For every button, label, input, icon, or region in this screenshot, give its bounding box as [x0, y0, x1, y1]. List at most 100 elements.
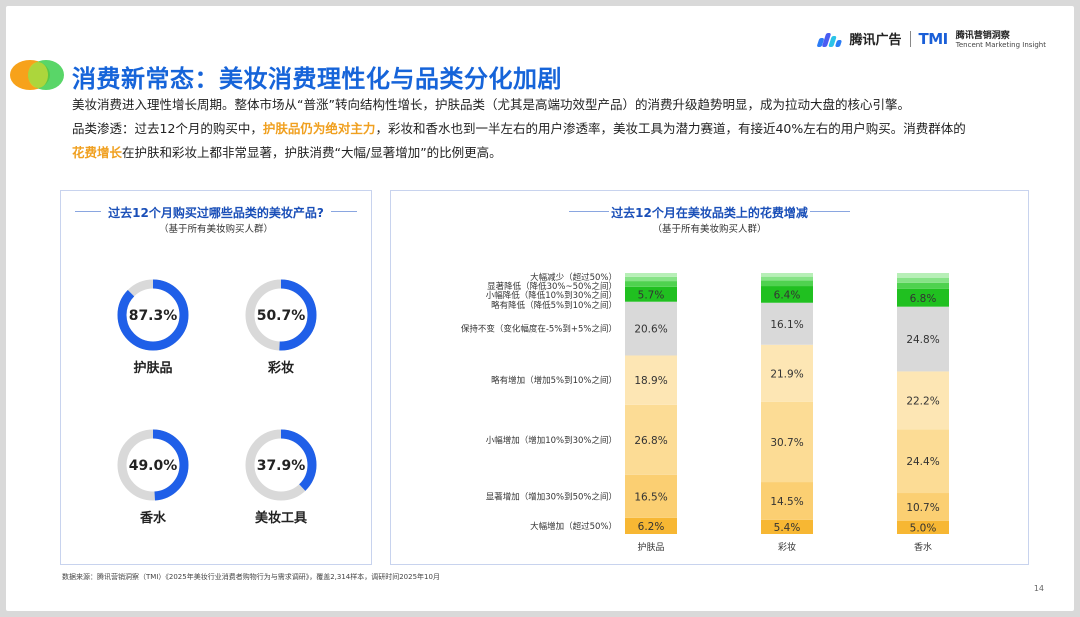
bar-segment — [625, 281, 677, 287]
bar-segment — [897, 520, 949, 534]
brand-name: 腾讯广告 — [849, 33, 902, 48]
bar-value-label: 6.4% — [774, 289, 801, 301]
right-panel-subtitle: （基于所有美妆购买人群） — [652, 224, 767, 235]
bar-segment — [897, 429, 949, 494]
bar-segment — [897, 282, 949, 289]
bar-segment — [761, 519, 813, 534]
x-tick-label: 香水 — [914, 541, 932, 553]
bar-value-label: 26.8% — [634, 435, 667, 447]
series-label: 小幅增加（增加10%到30%之间） — [486, 435, 617, 446]
page-title: 消费新常态：美妆消费理性化与品类分化加剧 — [72, 65, 562, 93]
bar-segment — [761, 302, 813, 345]
bar-value-label: 24.8% — [906, 334, 939, 346]
left-panel-title: 过去12个月购买过哪些品类的美妆产品? — [108, 206, 324, 220]
bar-segment — [625, 301, 677, 356]
bar-value-label: 14.5% — [770, 496, 803, 508]
bar-segment — [625, 273, 677, 277]
series-label: 略有降低（降低5%到10%之间） — [491, 300, 617, 311]
bar-value-label: 5.4% — [774, 522, 801, 534]
paragraph-2: 品类渗透：过去12个月的购买中，护肤品仍为绝对主力，彩妆和香水也到一半左右的用户… — [72, 119, 966, 139]
tmi-logo: TMI — [918, 29, 949, 48]
title-rule-left — [569, 211, 609, 212]
bar-segment — [761, 273, 813, 277]
logo-area: 腾讯广告 TMI 腾讯营销洞察 Tencent Marketing Insigh… — [816, 28, 1046, 49]
bar-segment — [761, 401, 813, 483]
donut-arc — [117, 429, 189, 501]
donut-arc — [245, 279, 317, 351]
title-rule-right — [810, 211, 850, 212]
bar-segment — [761, 482, 813, 520]
bar-value-label: 5.7% — [638, 289, 665, 301]
title-decoration-icon — [10, 60, 64, 90]
donut-0: 87.3% 护肤品 — [117, 279, 189, 376]
bar-value-label: 16.1% — [770, 319, 803, 331]
title-rule-left — [75, 211, 101, 212]
x-tick-label: 彩妆 — [778, 541, 796, 553]
bar-value-label: 6.2% — [638, 521, 665, 533]
bar-value-label: 18.9% — [634, 375, 667, 387]
bar-value-label: 16.5% — [634, 491, 667, 503]
bar-value-label: 20.6% — [634, 324, 667, 336]
donut-3: 37.9% 美妆工具 — [245, 429, 317, 526]
donut-1: 50.7% 彩妆 — [245, 279, 317, 376]
donut-category-label: 彩妆 — [267, 360, 294, 376]
bar-value-label: 22.2% — [906, 395, 939, 407]
paragraph-2-highlight: 护肤品仍为绝对主力 — [262, 121, 376, 136]
bar-segment — [761, 344, 813, 402]
series-label: 小幅降低（降低10%到30%之间） — [486, 290, 617, 301]
donut-category-label: 香水 — [139, 510, 167, 526]
logo-divider — [909, 30, 911, 47]
tmi-name-block: 腾讯营销洞察 Tencent Marketing Insight — [956, 28, 1046, 49]
category-penetration-panel: 过去12个月购买过哪些品类的美妆产品? （基于所有美妆购买人群） 87.3% 护肤… — [60, 190, 372, 565]
donut-value: 87.3% — [129, 308, 178, 324]
x-tick-label: 护肤品 — [637, 541, 664, 553]
slide: 腾讯广告 TMI 腾讯营销洞察 Tencent Marketing Insigh… — [6, 6, 1074, 611]
paragraph-2-text-b: ，彩妆和香水也到一半左右的用户渗透率，美妆工具为潜力赛道，有接近40%左右的用户… — [375, 121, 966, 136]
donut-charts: 87.3% 护肤品 50.7% 彩妆 49.0% 香水 37.9% 美妆工具 — [117, 279, 317, 526]
series-label: 显著降低（降低30%~50%之间） — [487, 281, 617, 292]
bar-value-label: 5.0% — [910, 522, 937, 534]
right-panel-title: 过去12个月在美妆品类上的花费增减 — [611, 206, 808, 220]
bar-segment — [897, 371, 949, 430]
bar-segment — [625, 404, 677, 475]
series-label: 大幅减少（超过50%） — [530, 272, 617, 283]
tmi-name: 腾讯营销洞察 — [955, 31, 1010, 41]
spending-change-panel: 过去12个月在美妆品类上的花费增减 （基于所有美妆购买人群） 6.2% 16.5%… — [390, 190, 1029, 565]
page-number: 14 — [1033, 584, 1044, 593]
bar-value-label: 6.8% — [910, 293, 937, 305]
series-label: 显著增加（增加30%到50%之间） — [486, 491, 617, 502]
paragraph-2-text-a: 品类渗透：过去12个月的购买中， — [72, 121, 263, 136]
bar-value-label: 24.4% — [906, 456, 939, 468]
paragraph-3-highlight: 花费增长 — [72, 145, 123, 160]
tmi-subname: Tencent Marketing Insight — [955, 41, 1046, 49]
bar-segment — [625, 276, 677, 282]
paragraph-3-text: 在护肤和彩妆上都非常显著，护肤消费“大幅/显著增加”的比例更高。 — [122, 145, 502, 160]
bar-segment — [625, 286, 677, 302]
tencent-ads-logo-icon — [816, 31, 842, 47]
bar-segment — [897, 493, 949, 521]
bar-segment — [897, 288, 949, 307]
bar-segment — [625, 474, 677, 518]
bar-segment — [897, 273, 949, 278]
bar-segment — [897, 306, 949, 372]
bar-segment — [897, 277, 949, 283]
series-label: 略有增加（增加5%到10%之间） — [491, 375, 617, 386]
bar-segment — [761, 280, 813, 287]
donut-category-label: 护肤品 — [133, 360, 172, 376]
donut-arc — [117, 279, 189, 351]
donut-value: 37.9% — [257, 458, 306, 474]
bar-segment — [625, 355, 677, 405]
bar-segment — [761, 286, 813, 303]
stacked-bar-chart: 6.2% 16.5% 26.8% 18.9% 20.6% 5.7% 护肤品 5.4% 14.5%… — [461, 272, 949, 553]
donut-value: 50.7% — [257, 308, 306, 324]
donut-2: 49.0% 香水 — [117, 429, 189, 526]
bar-value-label: 10.7% — [906, 502, 939, 514]
bar-segment — [625, 517, 677, 534]
series-label: 大幅增加（超过50%） — [530, 521, 617, 532]
series-label: 保持不变（变化幅度在-5%到+5%之间） — [461, 324, 617, 335]
bar-value-label: 30.7% — [770, 437, 803, 449]
donut-category-label: 美妆工具 — [255, 510, 307, 526]
bar-value-label: 21.9% — [770, 368, 803, 380]
paragraph-1: 美妆消费进入理性增长周期。整体市场从“普涨”转向结构性增长，护肤品类（尤其是高端… — [72, 97, 910, 112]
title-rule-right — [331, 211, 357, 212]
